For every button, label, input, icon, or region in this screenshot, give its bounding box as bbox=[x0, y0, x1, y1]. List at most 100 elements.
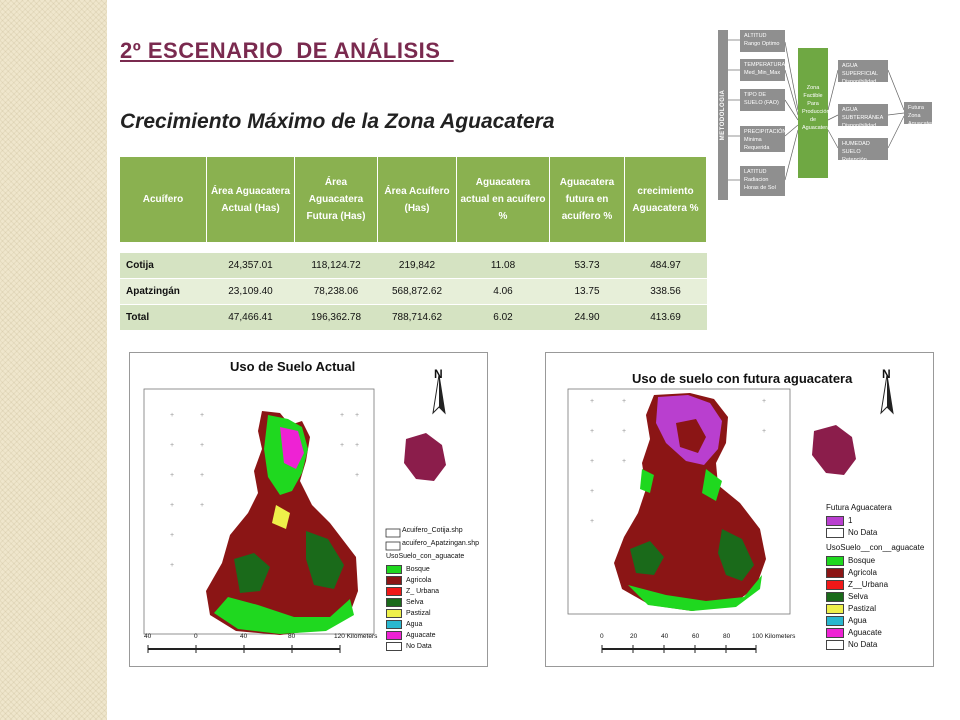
legend-item: 1 bbox=[826, 515, 877, 527]
svg-text:+: + bbox=[590, 518, 594, 525]
svg-text:+: + bbox=[355, 442, 359, 449]
legend-item: Bosque bbox=[826, 555, 888, 567]
cell: 788,714.62 bbox=[377, 304, 457, 331]
svg-text:+: + bbox=[355, 472, 359, 479]
legend-item: Z_ Urbana bbox=[386, 586, 439, 597]
diagram-center-box: Zona Factible Para Producción de Aguacat… bbox=[798, 48, 830, 178]
map-title: Uso de suelo con futura aguacatera bbox=[632, 371, 853, 386]
legend-swatch bbox=[826, 640, 844, 650]
map-graphic: + + + + + + + + + + bbox=[567, 374, 894, 653]
svg-text:+: + bbox=[622, 428, 626, 435]
col-header: Acuífero bbox=[120, 157, 207, 242]
col-header: Aguacatera futura en acuífero % bbox=[549, 157, 625, 242]
col-header: Área Aguacatera Futura (Has) bbox=[294, 157, 378, 242]
diagram-box: AGUA SUPERFICIAL Disponibilidad bbox=[838, 60, 888, 85]
cell: 413.69 bbox=[624, 304, 707, 331]
legend-label: Agricola bbox=[848, 568, 877, 577]
diagram-box: PRECIPITACIÓN Minima Requerida bbox=[740, 126, 786, 152]
methodology-label-box: METODOLOGIA bbox=[718, 30, 728, 200]
cell: 196,362.78 bbox=[294, 304, 378, 331]
cell: 53.73 bbox=[549, 252, 625, 279]
legend-item: Selva bbox=[386, 597, 439, 608]
legend-label: No Data bbox=[848, 528, 878, 537]
map-title: Uso de Suelo Actual bbox=[230, 359, 356, 374]
col-header: Área Aguacatera Actual (Has) bbox=[206, 157, 295, 242]
legend-swatch bbox=[826, 604, 844, 614]
legend-item: Agricola bbox=[386, 575, 439, 586]
legend-label: Aguacate bbox=[848, 628, 882, 637]
svg-text:+: + bbox=[622, 398, 626, 405]
legend-swatch bbox=[386, 576, 402, 585]
cell: 6.02 bbox=[456, 304, 550, 331]
legend-label: No Data bbox=[848, 640, 878, 649]
svg-text:+: + bbox=[762, 398, 766, 405]
legend-label: Z__Urbana bbox=[848, 580, 889, 589]
scale-label: 80 bbox=[723, 633, 731, 640]
legend-swatch bbox=[826, 616, 844, 626]
legend-label: Aguacate bbox=[406, 632, 436, 639]
cell: Cotija bbox=[120, 252, 207, 279]
table-row: Cotija 24,357.01 118,124.72 219,842 11.0… bbox=[120, 252, 707, 279]
legend-swatch bbox=[826, 580, 844, 590]
svg-text:+: + bbox=[170, 442, 174, 449]
legend-item: Z__Urbana bbox=[826, 579, 888, 591]
diagram-box: LATITUD Radiacion Horas de Sol bbox=[740, 166, 785, 196]
scale-label: 100 Kilometers bbox=[752, 633, 796, 640]
cell: 118,124.72 bbox=[294, 252, 378, 279]
cell: 24.90 bbox=[549, 304, 625, 331]
scale-label: 40 bbox=[144, 633, 152, 640]
col-header: Aguacatera actual en acuífero % bbox=[456, 157, 550, 242]
cell: 484.97 bbox=[624, 252, 707, 279]
map-graphic: + + + + + + + + + + + + + + + bbox=[143, 374, 446, 653]
diagram-box: ALTITUD Rango Optimo bbox=[740, 30, 785, 52]
data-table: Acuífero Área Aguacatera Actual (Has) Ár… bbox=[120, 157, 707, 331]
cell: 78,238.06 bbox=[294, 278, 378, 305]
cell: 219,842 bbox=[377, 252, 457, 279]
cell: 13.75 bbox=[549, 278, 625, 305]
svg-text:+: + bbox=[170, 412, 174, 419]
svg-text:+: + bbox=[340, 412, 344, 419]
north-arrow-label: N bbox=[882, 367, 891, 381]
cell: 47,466.41 bbox=[206, 304, 295, 331]
legend-label: Bosque bbox=[848, 556, 876, 565]
cell: 338.56 bbox=[624, 278, 707, 305]
slide-title: 2º ESCENARIO DE ANÁLISIS bbox=[120, 38, 454, 63]
legend-swatch bbox=[826, 568, 844, 578]
legend-swatch bbox=[826, 592, 844, 602]
diagram-box: Futura Zona Aguacatera bbox=[904, 102, 936, 127]
legend-item: Aguacate bbox=[386, 630, 439, 641]
legend-label: Agua bbox=[848, 616, 867, 625]
decorative-side-stripe bbox=[0, 0, 107, 720]
scale-label: 120 Kilometers bbox=[334, 633, 378, 640]
table-row: Apatzingán 23,109.40 78,238.06 568,872.6… bbox=[120, 278, 707, 305]
svg-text:+: + bbox=[170, 502, 174, 509]
methodology-label: METODOLOGIA bbox=[720, 89, 726, 141]
cell: 4.06 bbox=[456, 278, 550, 305]
svg-text:+: + bbox=[170, 562, 174, 569]
table-header-row: Acuífero Área Aguacatera Actual (Has) Ár… bbox=[120, 157, 707, 242]
legend-item: Aguacate bbox=[826, 627, 888, 639]
legend-item: Bosque bbox=[386, 564, 439, 575]
legend-list: Bosque Agricola Z__Urbana Selva Pastizal Agua… bbox=[826, 555, 888, 651]
legend-label: Selva bbox=[406, 599, 424, 606]
legend-item: Agricola bbox=[826, 567, 888, 579]
legend-swatch bbox=[386, 631, 402, 640]
legend-swatch bbox=[826, 516, 844, 526]
legend-label: Agua bbox=[406, 621, 423, 628]
legend-swatch bbox=[826, 556, 844, 566]
cell: Apatzingán bbox=[120, 278, 207, 305]
legend-swatch bbox=[386, 565, 402, 574]
diagram-box: TIPO DE SUELO (FAO) bbox=[740, 89, 785, 111]
map-current-land-use: Uso de Suelo Actual + + + + + + + + + + + + + + + … bbox=[129, 352, 488, 667]
legend-swatch bbox=[386, 609, 402, 618]
svg-text:+: + bbox=[200, 502, 204, 509]
legend-swatch bbox=[826, 628, 844, 638]
legend-title: UsoSuelo__con__aguacate bbox=[826, 543, 925, 552]
legend-item: Pastizal bbox=[386, 608, 439, 619]
legend-label: Selva bbox=[848, 592, 869, 601]
scale-label: 40 bbox=[240, 633, 248, 640]
legend-file: acuifero_Apatzingan.shp bbox=[402, 540, 480, 547]
legend-item: No Data bbox=[826, 639, 888, 651]
legend-swatch bbox=[386, 642, 402, 651]
svg-text:+: + bbox=[590, 398, 594, 405]
